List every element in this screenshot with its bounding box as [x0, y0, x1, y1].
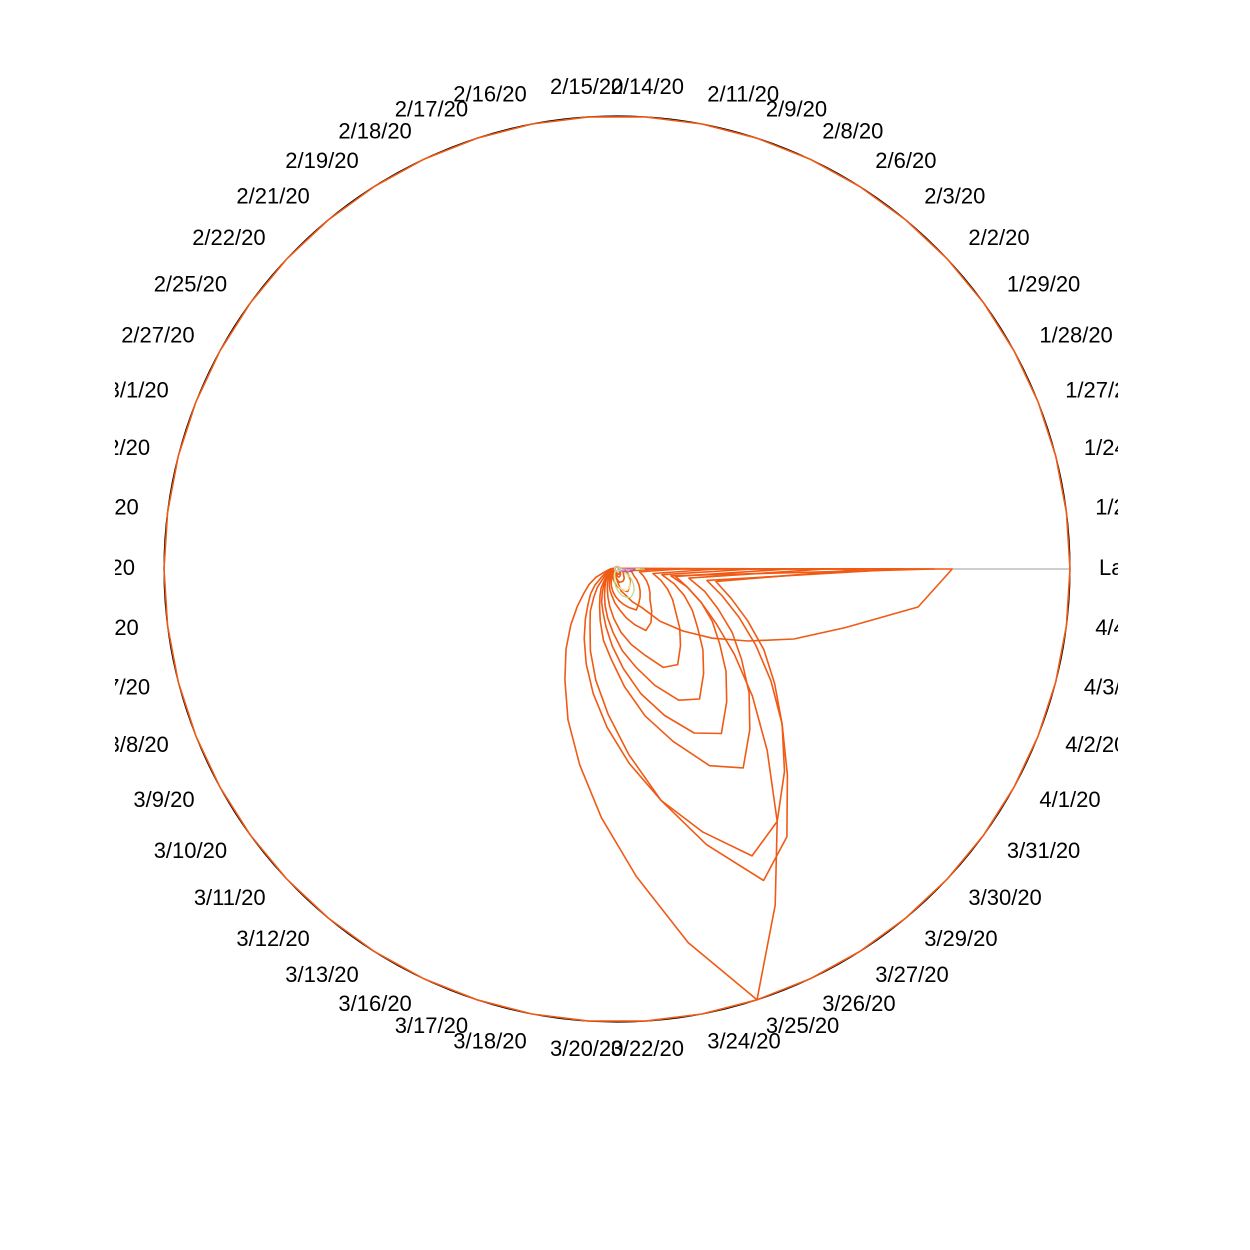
category-label: 3/24/20: [707, 1028, 780, 1053]
category-label: 2/27/20: [121, 323, 194, 348]
category-label: 3/12/20: [236, 926, 309, 951]
category-label: 1/24/20: [1084, 435, 1157, 460]
category-label: 3/26/20: [822, 991, 895, 1016]
category-label: 3/2/20: [89, 435, 150, 460]
category-label: 4/1/20: [1039, 787, 1100, 812]
category-label: 3/31/20: [1007, 838, 1080, 863]
category-label: 3/16/20: [338, 991, 411, 1016]
category-label: 3/17/20: [395, 1013, 468, 1038]
category-label: 3/29/20: [924, 926, 997, 951]
category-label: 2/18/20: [338, 119, 411, 144]
category-label: 3/22/20: [611, 1036, 684, 1061]
series-line-8: [603, 565, 754, 702]
category-label: 4/2/20: [1065, 732, 1126, 757]
category-label: 3/1/20: [108, 377, 169, 402]
category-label: 3/11/20: [194, 885, 266, 910]
category-label: 3/5/20: [74, 555, 135, 580]
category-label: 3/7/20: [89, 675, 150, 700]
category-label: 4/3/20: [1084, 675, 1145, 700]
category-label: 2/6/20: [875, 148, 936, 173]
category-label: 1/28/20: [1039, 323, 1112, 348]
series-line-7: [600, 565, 790, 735]
category-label: 1/27/20: [1065, 377, 1138, 402]
category-label: 2/17/20: [395, 96, 468, 121]
series-line-4: [589, 565, 904, 882]
category-label: 3/30/20: [968, 885, 1041, 910]
category-label: 3/20/20: [550, 1036, 623, 1061]
category-label: 1/22/20: [1095, 494, 1168, 519]
category-label: 3/6/20: [78, 615, 139, 640]
category-label: 3/4/20: [78, 494, 139, 519]
category-label: 2/2/20: [968, 225, 1029, 250]
series-line-6: [598, 565, 827, 769]
category-label: 2/16/20: [453, 81, 526, 106]
category-label: 2/22/20: [192, 225, 265, 250]
category-label: 1/29/20: [1007, 272, 1080, 297]
category-label: 3/25/20: [766, 1013, 839, 1038]
category-label: 3/8/20: [108, 732, 169, 757]
category-label: 3/18/20: [453, 1028, 526, 1053]
series-layer: [163, 116, 1071, 1022]
category-label: 3/13/20: [285, 962, 358, 987]
category-label: 2/19/20: [285, 148, 358, 173]
category-label: 2/14/20: [611, 74, 684, 99]
series-line-21: [614, 566, 623, 572]
category-label: 2/11/20: [707, 81, 779, 106]
category-label: 3/9/20: [133, 787, 194, 812]
category-label: 3/27/20: [875, 962, 948, 987]
category-label: Last: [1099, 555, 1141, 580]
category-labels: Last 1/22/20 1/24/20 1/27/20 1/28/20 1/29/20 2…: [74, 74, 1168, 1061]
category-label: 2/3/20: [924, 183, 985, 208]
category-label: 2/8/20: [822, 119, 883, 144]
category-label: 2/25/20: [154, 272, 227, 297]
category-label: 2/21/20: [236, 183, 309, 208]
category-label: 4/4/20: [1095, 615, 1156, 640]
category-label: 3/10/20: [154, 838, 227, 863]
category-label: 2/9/20: [766, 96, 827, 121]
series-line-1: [163, 116, 1071, 1022]
category-label: 2/15/20: [550, 74, 623, 99]
